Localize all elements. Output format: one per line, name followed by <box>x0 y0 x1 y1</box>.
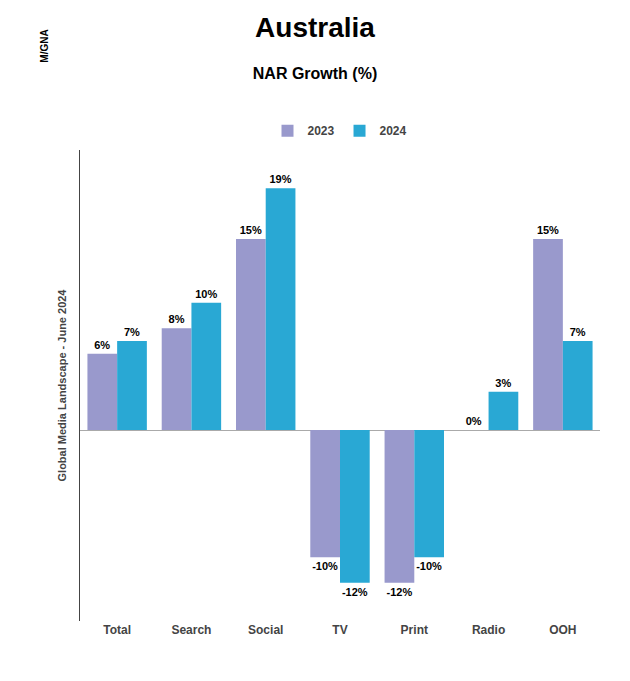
svg-text:3%: 3% <box>495 377 511 389</box>
svg-text:TV: TV <box>332 623 347 637</box>
svg-text:Search: Search <box>171 623 211 637</box>
svg-text:Radio: Radio <box>472 623 505 637</box>
svg-text:6%: 6% <box>94 339 110 351</box>
svg-text:8%: 8% <box>169 313 185 325</box>
svg-text:10%: 10% <box>195 288 217 300</box>
svg-text:-10%: -10% <box>416 560 442 572</box>
svg-text:Social: Social <box>248 623 283 637</box>
svg-text:Total: Total <box>103 623 131 637</box>
svg-text:7%: 7% <box>570 326 586 338</box>
svg-text:2023: 2023 <box>308 124 335 138</box>
svg-text:2024: 2024 <box>380 124 407 138</box>
svg-text:Global Media Landscape - June: Global Media Landscape - June 2024 <box>56 289 68 482</box>
svg-text:-10%: -10% <box>312 560 338 572</box>
svg-text:Australia: Australia <box>255 12 375 43</box>
svg-text:M/GNA: M/GNA <box>39 29 50 62</box>
svg-text:0%: 0% <box>466 415 482 427</box>
svg-text:7%: 7% <box>124 326 140 338</box>
svg-text:-12%: -12% <box>386 586 412 598</box>
svg-text:-12%: -12% <box>342 586 368 598</box>
svg-text:19%: 19% <box>269 173 291 185</box>
svg-text:NAR Growth (%): NAR Growth (%) <box>253 65 377 82</box>
svg-text:Print: Print <box>401 623 428 637</box>
svg-text:OOH: OOH <box>549 623 576 637</box>
svg-text:15%: 15% <box>537 224 559 236</box>
svg-text:15%: 15% <box>240 224 262 236</box>
